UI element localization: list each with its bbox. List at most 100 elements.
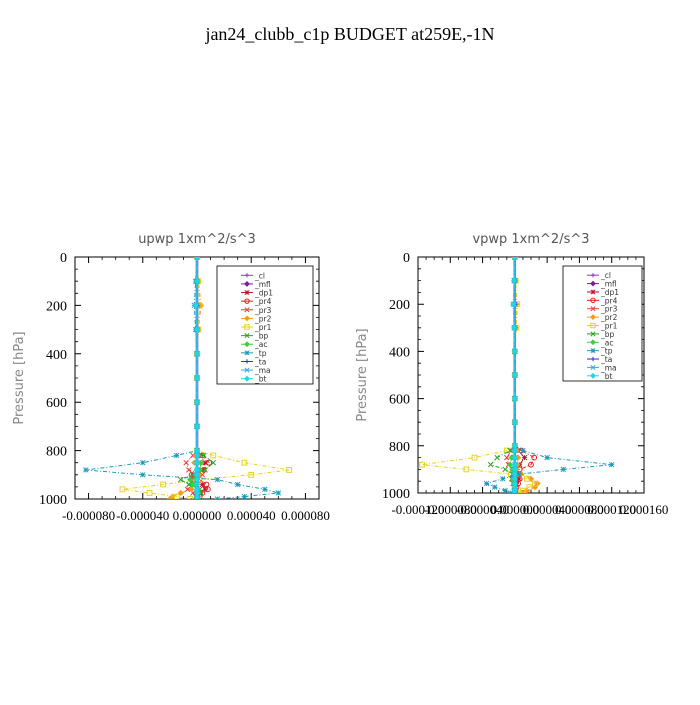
legend-label: _pr3 <box>600 305 618 314</box>
legend-marker <box>244 290 250 296</box>
legend-label: _tp <box>600 347 613 356</box>
data-point-dp1 <box>202 459 208 466</box>
data-point-dp1 <box>516 476 522 482</box>
y-axis-label: Pressure [hPa] <box>355 328 370 421</box>
legend-label: _dp1 <box>600 288 619 297</box>
data-point-bt <box>193 374 201 382</box>
legend-marker <box>244 273 250 278</box>
legend-label: _ta <box>600 355 612 364</box>
legend-label: _mfl <box>600 280 617 289</box>
data-point-bt <box>193 278 201 285</box>
legend-marker <box>590 272 596 278</box>
data-point-pr1 <box>524 475 530 482</box>
legend-marker <box>590 280 596 287</box>
legend-marker <box>244 315 250 322</box>
data-point-tp <box>560 466 567 473</box>
x-tick-label: -0.000120 <box>391 502 444 517</box>
legend-marker <box>590 356 596 362</box>
legend-marker <box>590 289 596 295</box>
data-point-tp <box>544 454 550 461</box>
x-tick-label: 0.000040 <box>227 508 276 523</box>
data-point-bt <box>193 399 201 406</box>
data-point-bt <box>511 371 518 379</box>
x-tick-label: -0.000040 <box>116 508 169 523</box>
legend-label: _pr3 <box>254 306 272 315</box>
data-point-bt <box>511 348 518 355</box>
data-point-tp <box>214 496 221 499</box>
data-point-pr2 <box>166 495 173 499</box>
legend-label: _ac <box>600 338 613 347</box>
figure-title: jan24_clubb_c1p BUDGET at259E,-1N <box>204 24 494 44</box>
data-point-bt <box>511 395 518 402</box>
legend-label: _pr1 <box>600 322 618 331</box>
legend: _cl_mfl_dp1_pr4_pr3_pr2_pr1_bp_ac_tp_ta_… <box>216 265 314 385</box>
legend-label: _pr1 <box>254 323 272 332</box>
y-tick-label: 200 <box>46 299 67 314</box>
y-tick-label: 0 <box>60 251 67 266</box>
y-tick-label: 400 <box>389 345 410 360</box>
data-point-tp <box>140 459 146 466</box>
legend-label: _ma <box>600 363 617 372</box>
data-point-ac <box>189 481 197 488</box>
data-point-pr1 <box>119 486 126 493</box>
data-point-bp <box>487 461 494 468</box>
panel-title: upwp 1xm^2/s^3 <box>138 232 256 247</box>
data-point-bt <box>511 257 518 261</box>
data-point-ma <box>194 257 200 260</box>
legend-marker <box>244 350 250 356</box>
data-point-bt <box>193 326 201 333</box>
data-point-tp <box>173 452 180 459</box>
legend-marker <box>590 348 596 354</box>
data-point-tp <box>516 471 522 477</box>
data-point-pr3 <box>199 472 206 478</box>
legend-label: _bt <box>254 375 267 384</box>
legend-label: _bt <box>600 372 613 381</box>
data-point-bp <box>494 454 500 461</box>
data-point-pr1 <box>463 466 470 473</box>
x-tick-label: 0.000080 <box>555 502 604 517</box>
data-point-tp <box>140 472 146 478</box>
legend-label: _mfl <box>254 280 271 289</box>
data-point-pr4 <box>531 454 538 461</box>
y-tick-label: 0 <box>403 251 410 266</box>
data-point-tp <box>83 467 89 473</box>
x-tick-label: 0.000000 <box>490 502 539 517</box>
data-point-tp <box>214 476 221 483</box>
y-tick-label: 800 <box>389 440 410 455</box>
y-tick-label: 600 <box>389 393 410 408</box>
legend-marker <box>244 367 250 373</box>
x-tick-label: 0.000120 <box>587 502 636 517</box>
legend-label: _ac <box>254 340 267 349</box>
x-tick-label: 0.000000 <box>173 508 222 523</box>
legend-box <box>216 265 314 385</box>
legend-label: _cl <box>254 271 265 280</box>
data-point-pr1 <box>526 484 533 491</box>
data-point-pr3 <box>186 467 192 473</box>
legend-marker <box>244 281 250 287</box>
data-point-bt <box>510 277 518 284</box>
legend-label: _pr2 <box>600 313 618 322</box>
legend-marker <box>244 341 250 348</box>
data-point-bp <box>210 459 217 466</box>
data-point-bt <box>193 459 201 466</box>
data-point-pr1 <box>286 467 293 473</box>
data-point-pr1 <box>210 452 217 459</box>
data-point-ac <box>197 459 205 466</box>
data-point-pr3 <box>184 486 191 493</box>
y-tick-label: 600 <box>46 396 67 411</box>
legend-marker <box>590 331 596 337</box>
data-point-dp1 <box>199 481 206 488</box>
legend-marker <box>244 298 250 304</box>
data-point-bp <box>177 476 184 483</box>
data-point-bp <box>186 481 192 488</box>
data-point-bt <box>193 495 201 499</box>
data-point-pr1 <box>241 459 248 466</box>
x-tick-label: 0.000040 <box>523 502 572 517</box>
legend-marker <box>590 372 596 379</box>
legend-label: _bp <box>254 332 269 341</box>
data-point-tp <box>241 493 248 499</box>
series-group <box>419 257 615 493</box>
data-point-ac <box>187 476 194 483</box>
data-point-tp <box>491 484 498 490</box>
